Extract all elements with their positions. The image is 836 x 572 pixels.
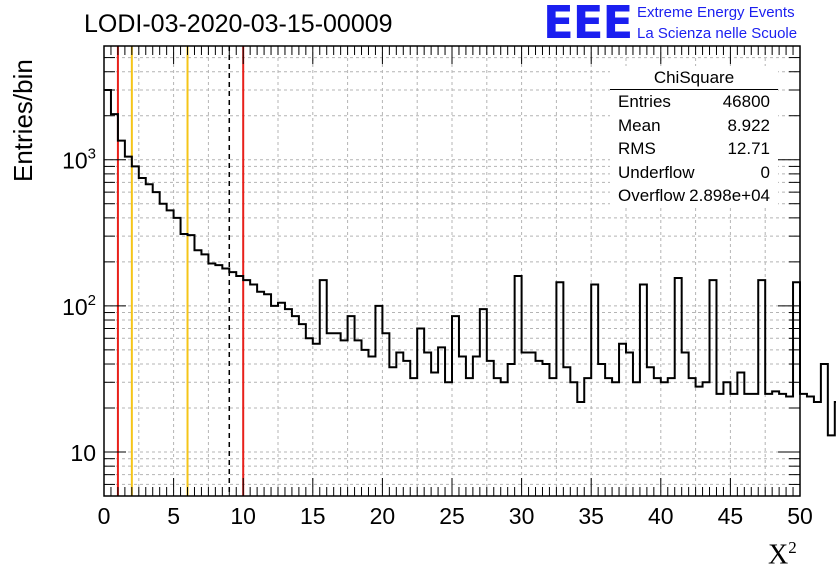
stats-row-rms: RMS 12.71 — [610, 137, 778, 161]
eee-logo: EEE — [543, 0, 633, 49]
x-axis-label-base: X — [768, 539, 789, 571]
stat-value: 46800 — [722, 92, 770, 111]
stats-row-overflow: Overflow 2.898e+04 — [610, 184, 778, 208]
stat-value: 0 — [760, 162, 770, 182]
stat-value: 12.71 — [727, 139, 770, 158]
logo-line-2: La Scienza nelle Scuole — [637, 25, 798, 42]
stats-row-underflow: Underflow 0 — [610, 161, 778, 185]
stat-name: Mean — [618, 115, 661, 135]
y-tick-label: 10 — [70, 440, 96, 466]
stat-name: Entries — [618, 92, 671, 111]
stats-title: ChiSquare — [610, 66, 778, 90]
stat-value: 8.922 — [727, 115, 770, 135]
x-tick-label: 30 — [509, 503, 535, 529]
logo-line-1: Extreme Energy Events — [637, 4, 795, 21]
stats-box: ChiSquare Entries 46800 Mean 8.922 RMS 1… — [610, 66, 778, 208]
x-tick-label: 5 — [167, 503, 180, 529]
x-tick-label: 25 — [439, 503, 465, 529]
stat-value: 2.898e+04 — [689, 186, 770, 205]
stats-row-entries: Entries 46800 — [610, 90, 778, 114]
x-tick-label: 35 — [578, 503, 604, 529]
y-tick-label: 103 — [62, 146, 96, 174]
stat-name: RMS — [618, 139, 656, 158]
chart-title: LODI-03-2020-03-15-00009 — [84, 10, 393, 38]
y-axis-label: Entries/bin — [8, 59, 38, 182]
x-tick-label: 0 — [98, 503, 111, 529]
x-axis-label-exponent: 2 — [788, 538, 797, 557]
histogram-series — [104, 88, 836, 437]
x-tick-label: 15 — [300, 503, 326, 529]
x-tick-label: 10 — [230, 503, 256, 529]
stat-name: Underflow — [618, 162, 695, 182]
x-axis-label: X2 — [768, 538, 797, 571]
stat-name: Overflow — [618, 186, 686, 205]
x-tick-label: 45 — [718, 503, 744, 529]
stats-row-mean: Mean 8.922 — [610, 114, 778, 138]
y-tick-label: 102 — [62, 292, 96, 320]
x-tick-label: 50 — [787, 503, 813, 529]
x-tick-label: 40 — [648, 503, 674, 529]
x-tick-label: 20 — [370, 503, 396, 529]
